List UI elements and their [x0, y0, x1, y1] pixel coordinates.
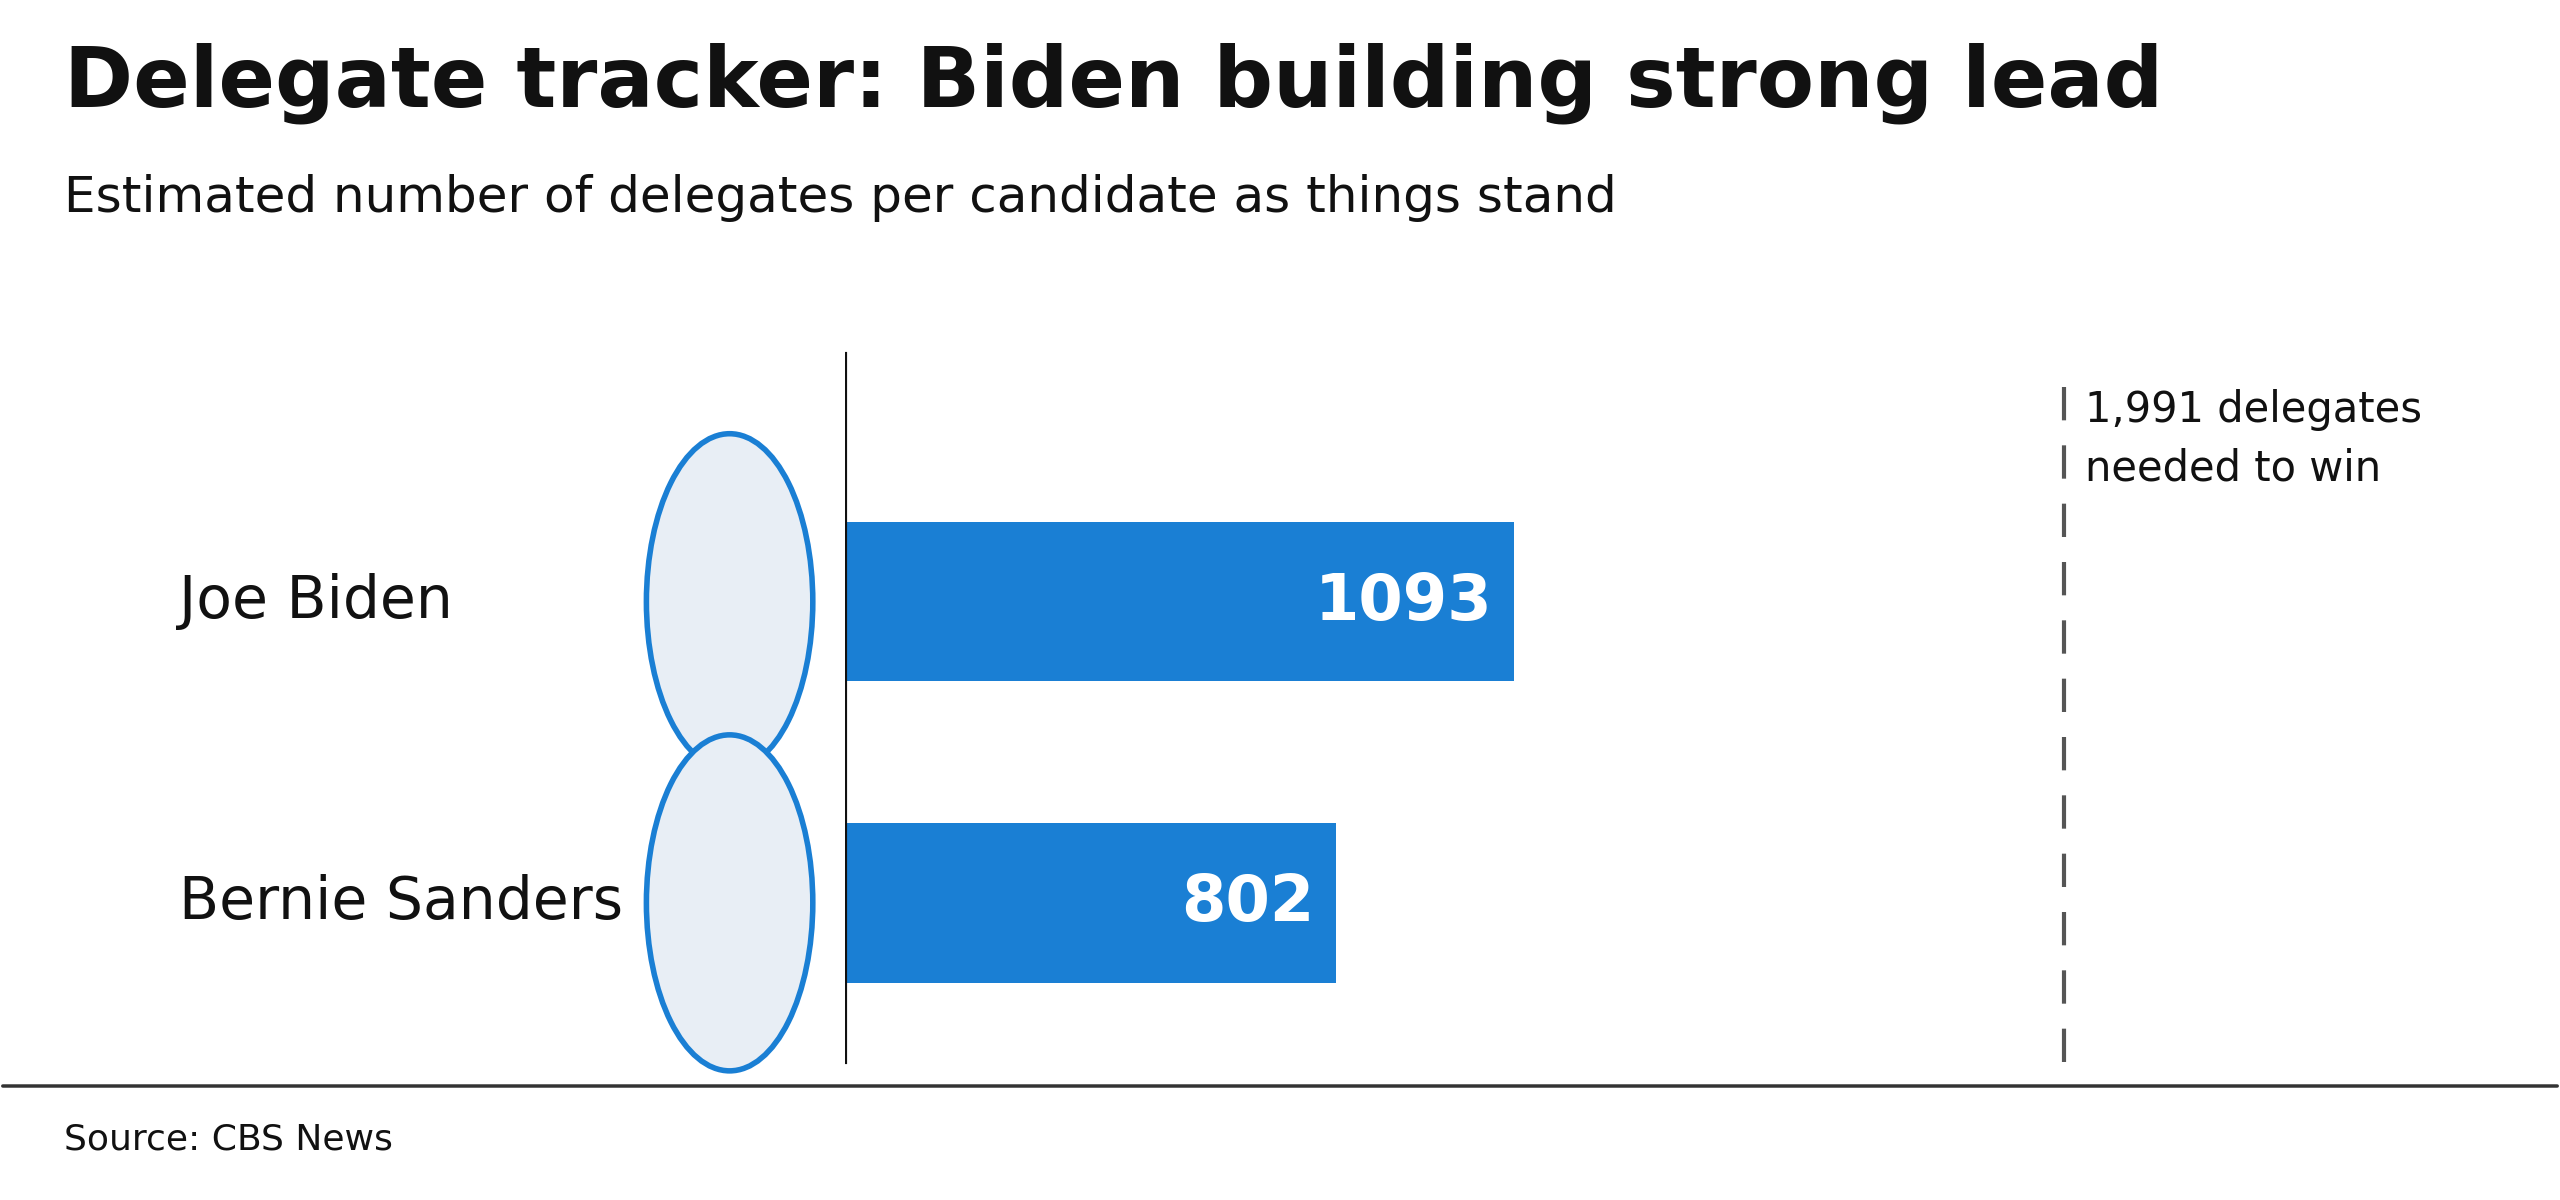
Bar: [845, 522, 1513, 682]
Text: Delegate tracker: Biden building strong lead: Delegate tracker: Biden building strong …: [64, 42, 2163, 124]
Text: 802: 802: [1180, 872, 1313, 934]
Text: BBC: BBC: [2376, 1117, 2478, 1160]
Text: Estimated number of delegates per candidate as things stand: Estimated number of delegates per candid…: [64, 174, 1618, 222]
Text: 1,991 delegates
needed to win: 1,991 delegates needed to win: [2084, 389, 2422, 490]
Text: Source: CBS News: Source: CBS News: [64, 1123, 392, 1157]
Text: Bernie Sanders: Bernie Sanders: [179, 875, 622, 931]
Bar: [845, 823, 1336, 983]
Text: 1093: 1093: [1316, 571, 1492, 632]
Text: Joe Biden: Joe Biden: [179, 574, 453, 630]
